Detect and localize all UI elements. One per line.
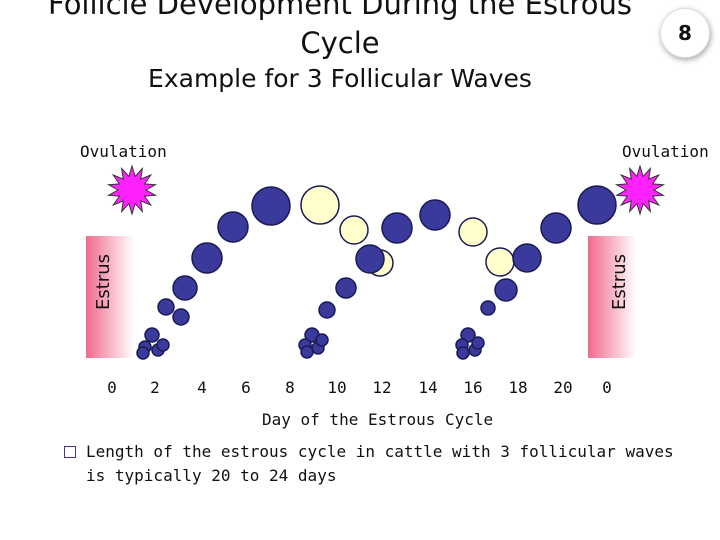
x-tick-label: 20 <box>553 378 573 397</box>
dominant-follicle <box>315 333 329 347</box>
dominant-follicle <box>355 244 385 274</box>
dominant-follicle <box>156 338 170 352</box>
estrus-label-left: Estrus <box>93 254 114 310</box>
ovulation-star-right-icon <box>614 164 666 216</box>
regressing-follicle <box>485 247 515 277</box>
dominant-follicle <box>456 346 470 360</box>
x-tick-label: 8 <box>285 378 295 397</box>
x-tick-label: 0 <box>602 378 612 397</box>
ovulation-label-right: Ovulation <box>622 142 709 161</box>
dominant-follicle <box>157 298 175 316</box>
dominant-follicle <box>419 199 451 231</box>
dominant-follicle <box>471 336 485 350</box>
x-tick-label: 12 <box>372 378 392 397</box>
bullet-square-icon <box>64 446 76 458</box>
dominant-follicle <box>172 308 190 326</box>
dominant-follicle <box>136 346 150 360</box>
dominant-follicle <box>172 275 198 301</box>
dominant-follicle <box>144 327 160 343</box>
x-tick-label: 10 <box>327 378 347 397</box>
title-line-1: Follicle Development During the Estrous <box>48 0 632 21</box>
dominant-follicle <box>318 301 336 319</box>
x-tick-label: 14 <box>418 378 438 397</box>
dominant-follicle <box>251 186 291 226</box>
bullet-point: Length of the estrous cycle in cattle wi… <box>64 440 684 488</box>
x-tick-label: 2 <box>150 378 160 397</box>
ovulation-star-left-icon <box>106 164 158 216</box>
x-tick-label: 16 <box>463 378 483 397</box>
dominant-follicle <box>512 243 542 273</box>
estrus-label-right: Estrus <box>609 254 630 310</box>
title-line-2: Cycle <box>300 26 380 60</box>
dominant-follicle <box>381 212 413 244</box>
slide-number-badge: 8 <box>660 8 710 58</box>
regressing-follicle <box>458 217 488 247</box>
estrus-bar-right <box>588 236 636 358</box>
x-tick-label: 4 <box>197 378 207 397</box>
regressing-follicle <box>300 185 340 225</box>
dominant-follicle <box>540 212 572 244</box>
x-tick-label: 0 <box>107 378 117 397</box>
x-tick-label: 6 <box>241 378 251 397</box>
subtitle: Example for 3 Follicular Waves <box>148 64 532 93</box>
dominant-follicle <box>577 185 617 225</box>
regressing-follicle <box>339 215 369 245</box>
x-axis-label: Day of the Estrous Cycle <box>262 410 494 429</box>
dominant-follicle <box>335 277 357 299</box>
ovulation-label-left: Ovulation <box>80 142 167 161</box>
dominant-follicle <box>480 300 496 316</box>
dominant-follicle <box>217 211 249 243</box>
dominant-follicle <box>300 345 314 359</box>
bullet-text: Length of the estrous cycle in cattle wi… <box>86 442 674 485</box>
dominant-follicle <box>191 242 223 274</box>
x-tick-label: 18 <box>508 378 528 397</box>
estrus-bar-left <box>86 236 134 358</box>
dominant-follicle <box>494 278 518 302</box>
